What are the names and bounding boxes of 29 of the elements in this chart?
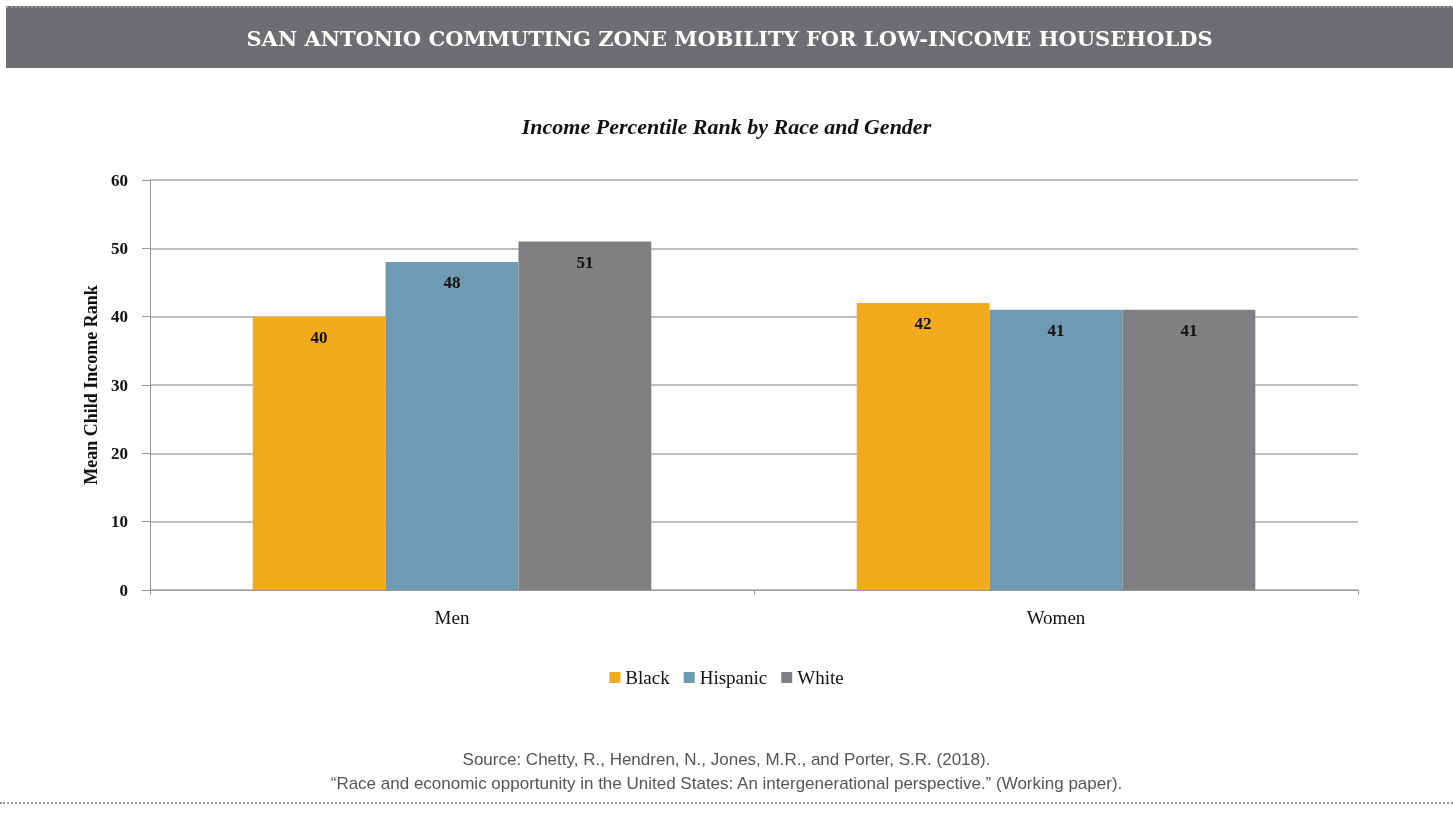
y-tick-label: 20: [111, 443, 128, 463]
y-tick-label: 10: [111, 512, 128, 532]
bar: [385, 262, 519, 590]
text: “Race and economic opportunity in the United States: An intergenerational perspective.” (Working paper).: [329, 773, 1124, 795]
y-tick-label: 50: [111, 238, 128, 258]
legend-label: Hispanic: [699, 667, 768, 688]
bar: [989, 309, 1123, 590]
data-label: 41: [1047, 320, 1065, 340]
y-tick-label: 40: [111, 307, 128, 327]
x-tick-label: Women: [1026, 607, 1086, 628]
y-axis-title: Mean Child Income Rank: [81, 285, 101, 485]
y-tick-label: 60: [111, 170, 128, 190]
chart-title: SAN ANTONIO COMMUTING ZONE MOBILITY FOR LOW-INCOME HOUSEHOLDS: [246, 25, 1213, 51]
bar: [518, 241, 652, 590]
data-label: 48: [443, 273, 461, 292]
y-tick-label: 30: [111, 375, 128, 395]
legend-label: White: [797, 667, 844, 688]
x-tick-label: Men: [434, 607, 470, 628]
data-label: 41: [1180, 320, 1198, 340]
y-tick-label: 0: [119, 580, 128, 600]
data-label: 51: [576, 252, 594, 272]
data-label: 40: [310, 327, 328, 347]
bar: [856, 303, 990, 590]
bar: [1122, 309, 1256, 590]
chart-subtitle: Income Percentile Rank by Race and Gender: [520, 113, 932, 139]
bar: [252, 316, 386, 590]
source-note: Source: Chetty, R., Hendren, N., Jones, M.R., and Porter, S.R. (2018).: [461, 749, 992, 771]
legend-label: Black: [625, 667, 671, 688]
data-label: 42: [914, 314, 932, 333]
